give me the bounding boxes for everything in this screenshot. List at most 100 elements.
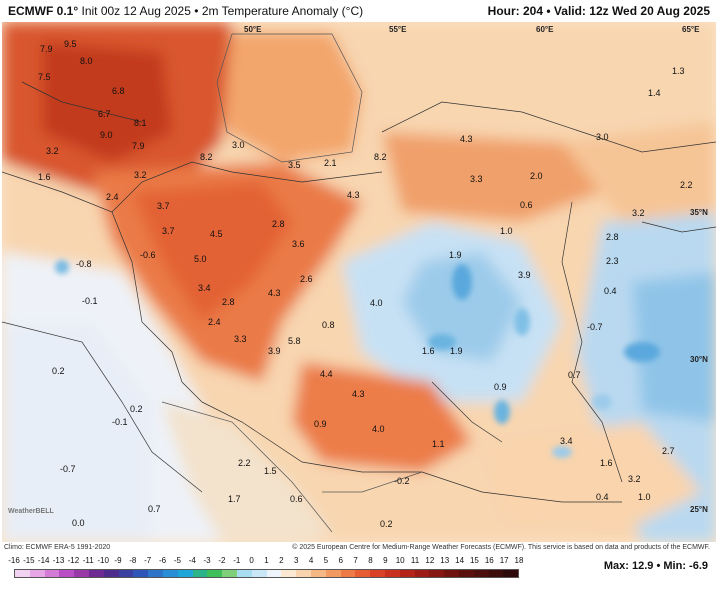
lat-25-label: 25°N bbox=[690, 505, 708, 514]
legend-swatch bbox=[177, 570, 193, 577]
value-label: 4.0 bbox=[370, 298, 383, 308]
value-label: 1.6 bbox=[600, 458, 613, 468]
legend-tick-label: 3 bbox=[293, 556, 299, 565]
legend-swatch bbox=[399, 570, 415, 577]
value-label: -0.1 bbox=[82, 296, 98, 306]
value-label: 2.8 bbox=[222, 297, 235, 307]
legend-tick-label: -6 bbox=[158, 556, 167, 565]
value-label: 0.2 bbox=[52, 366, 65, 376]
legend-tick-label: -14 bbox=[37, 556, 50, 565]
legend-swatch bbox=[340, 570, 356, 577]
value-label: 1.3 bbox=[672, 66, 685, 76]
legend-tick-label: 17 bbox=[499, 556, 509, 565]
value-label: -0.2 bbox=[394, 476, 410, 486]
value-label: 8.0 bbox=[80, 56, 93, 66]
legend-swatch bbox=[192, 570, 208, 577]
value-label: 1.0 bbox=[638, 492, 651, 502]
value-label: 1.0 bbox=[500, 226, 513, 236]
legend-tick-label: 13 bbox=[440, 556, 450, 565]
legend-swatch bbox=[103, 570, 119, 577]
legend-tick-label: 1 bbox=[264, 556, 269, 565]
value-label: 2.3 bbox=[606, 256, 619, 266]
valid-time: Hour: 204 • Valid: 12z Wed 20 Aug 2025 bbox=[488, 4, 710, 18]
value-label: -0.8 bbox=[76, 259, 92, 269]
legend-tick-label: -12 bbox=[67, 556, 80, 565]
legend-swatch bbox=[444, 570, 459, 577]
caspian-coast bbox=[216, 33, 363, 163]
value-label: 2.4 bbox=[106, 192, 119, 202]
value-label: 1.4 bbox=[648, 88, 661, 98]
anomaly-blobs bbox=[55, 260, 660, 458]
value-label: -0.7 bbox=[587, 322, 603, 332]
value-label: 7.9 bbox=[40, 44, 53, 54]
legend-swatch bbox=[281, 570, 297, 577]
value-label: 3.2 bbox=[134, 170, 147, 180]
legend-swatch bbox=[458, 570, 474, 577]
lon-50-label: 50°E bbox=[244, 25, 262, 34]
value-label: 3.0 bbox=[596, 132, 609, 142]
legend-tick-label: 9 bbox=[383, 556, 388, 565]
value-label: 9.5 bbox=[64, 39, 77, 49]
gulf-coast bbox=[161, 401, 423, 533]
value-label: 3.7 bbox=[157, 201, 170, 211]
legend-tick-label: 7 bbox=[353, 556, 358, 565]
legend-tick-label: 16 bbox=[484, 556, 494, 565]
value-label: 1.6 bbox=[422, 346, 435, 356]
legend-tick-label: 5 bbox=[323, 556, 329, 565]
legend-tick-label: -16 bbox=[8, 556, 20, 565]
legend-swatch bbox=[355, 570, 371, 577]
value-label: 3.2 bbox=[632, 208, 645, 218]
legend-tick-label: -5 bbox=[173, 556, 181, 565]
value-label: 5.0 bbox=[194, 254, 207, 264]
graticule: 50°E 55°E 60°E 65°E 35°N 30°N 25°N bbox=[244, 25, 708, 514]
valid-separator: • bbox=[546, 4, 551, 18]
legend-swatch bbox=[133, 570, 149, 577]
value-label: 2.8 bbox=[272, 219, 285, 229]
value-label: 3.5 bbox=[288, 160, 301, 170]
map-canvas: 50°E 55°E 60°E 65°E 35°N 30°N 25°N 7.9 9… bbox=[2, 22, 716, 542]
value-label: 0.8 bbox=[322, 320, 335, 330]
legend-tick-label: 14 bbox=[455, 556, 465, 565]
value-label: 0.0 bbox=[72, 518, 85, 528]
value-label: 2.7 bbox=[662, 446, 675, 456]
lon-55-label: 55°E bbox=[389, 25, 407, 34]
value-label: 2.1 bbox=[324, 158, 337, 168]
legend-tick-label: -2 bbox=[218, 556, 226, 565]
legend-tick-label: 6 bbox=[338, 556, 343, 565]
legend-swatch bbox=[44, 570, 60, 577]
value-label: 3.3 bbox=[470, 174, 483, 184]
legend-tick-label: 18 bbox=[514, 556, 524, 565]
legend-tick-label: -4 bbox=[188, 556, 196, 565]
lat-30-label: 30°N bbox=[690, 355, 708, 364]
value-label: 0.4 bbox=[604, 286, 617, 296]
value-label: 4.5 bbox=[210, 229, 223, 239]
legend-tick-label: 8 bbox=[368, 556, 373, 565]
legend-tick-label: 11 bbox=[410, 556, 420, 565]
value-label: 1.5 bbox=[264, 466, 277, 476]
legend-swatch bbox=[74, 570, 89, 577]
legend-swatch bbox=[118, 570, 134, 577]
legend-swatch bbox=[488, 570, 504, 577]
value-label: -0.1 bbox=[112, 417, 128, 427]
title-separator: • bbox=[194, 4, 199, 18]
legend-tick-label: 12 bbox=[425, 556, 435, 565]
value-label: 3.9 bbox=[518, 270, 531, 280]
value-label: 0.2 bbox=[130, 404, 143, 414]
value-label: 4.3 bbox=[347, 190, 360, 200]
value-label: 0.7 bbox=[568, 370, 581, 380]
value-label: 3.4 bbox=[198, 283, 211, 293]
legend-swatch bbox=[503, 570, 519, 577]
value-label: 5.8 bbox=[288, 336, 301, 346]
value-label: -0.7 bbox=[60, 464, 76, 474]
value-label: 1.7 bbox=[228, 494, 241, 504]
value-label: 0.9 bbox=[314, 419, 327, 429]
legend-swatch bbox=[148, 570, 163, 577]
legend-swatch bbox=[29, 570, 45, 577]
legend-swatch bbox=[236, 570, 252, 577]
value-label: 2.4 bbox=[208, 317, 221, 327]
value-label: 3.6 bbox=[292, 239, 305, 249]
legend-swatch bbox=[384, 570, 400, 577]
anomaly-map[interactable]: 50°E 55°E 60°E 65°E 35°N 30°N 25°N 7.9 9… bbox=[2, 22, 716, 542]
value-label: 8.2 bbox=[374, 152, 387, 162]
value-label: 8.1 bbox=[134, 118, 147, 128]
